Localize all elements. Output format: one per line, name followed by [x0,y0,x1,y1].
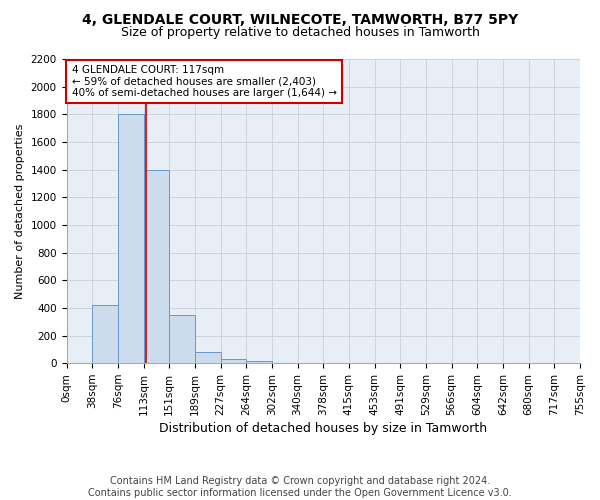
Bar [221,359,246,363]
Bar [272,362,298,363]
Bar [143,170,169,363]
Text: Contains HM Land Registry data © Crown copyright and database right 2024.
Contai: Contains HM Land Registry data © Crown c… [88,476,512,498]
Text: Size of property relative to detached houses in Tamworth: Size of property relative to detached ho… [121,26,479,39]
X-axis label: Distribution of detached houses by size in Tamworth: Distribution of detached houses by size … [159,422,487,435]
Text: 4, GLENDALE COURT, WILNECOTE, TAMWORTH, B77 5PY: 4, GLENDALE COURT, WILNECOTE, TAMWORTH, … [82,12,518,26]
Bar [195,352,221,363]
Bar [67,362,92,363]
Bar [118,114,143,363]
Bar [169,315,195,363]
Bar [246,361,272,363]
Y-axis label: Number of detached properties: Number of detached properties [15,124,25,299]
Text: 4 GLENDALE COURT: 117sqm
← 59% of detached houses are smaller (2,403)
40% of sem: 4 GLENDALE COURT: 117sqm ← 59% of detach… [71,65,337,98]
Bar [92,305,118,363]
